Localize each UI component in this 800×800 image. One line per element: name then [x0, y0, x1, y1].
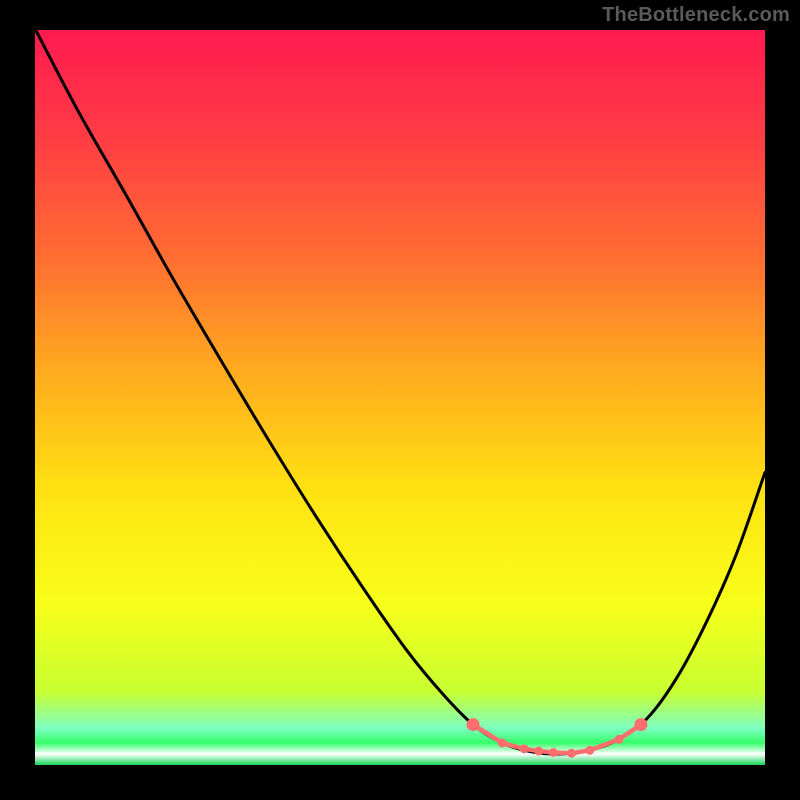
gradient-background: [35, 30, 765, 765]
watermark-text: TheBottleneck.com: [602, 4, 790, 27]
chart-frame: TheBottleneck.com: [0, 0, 800, 800]
plot-area: [35, 30, 765, 765]
